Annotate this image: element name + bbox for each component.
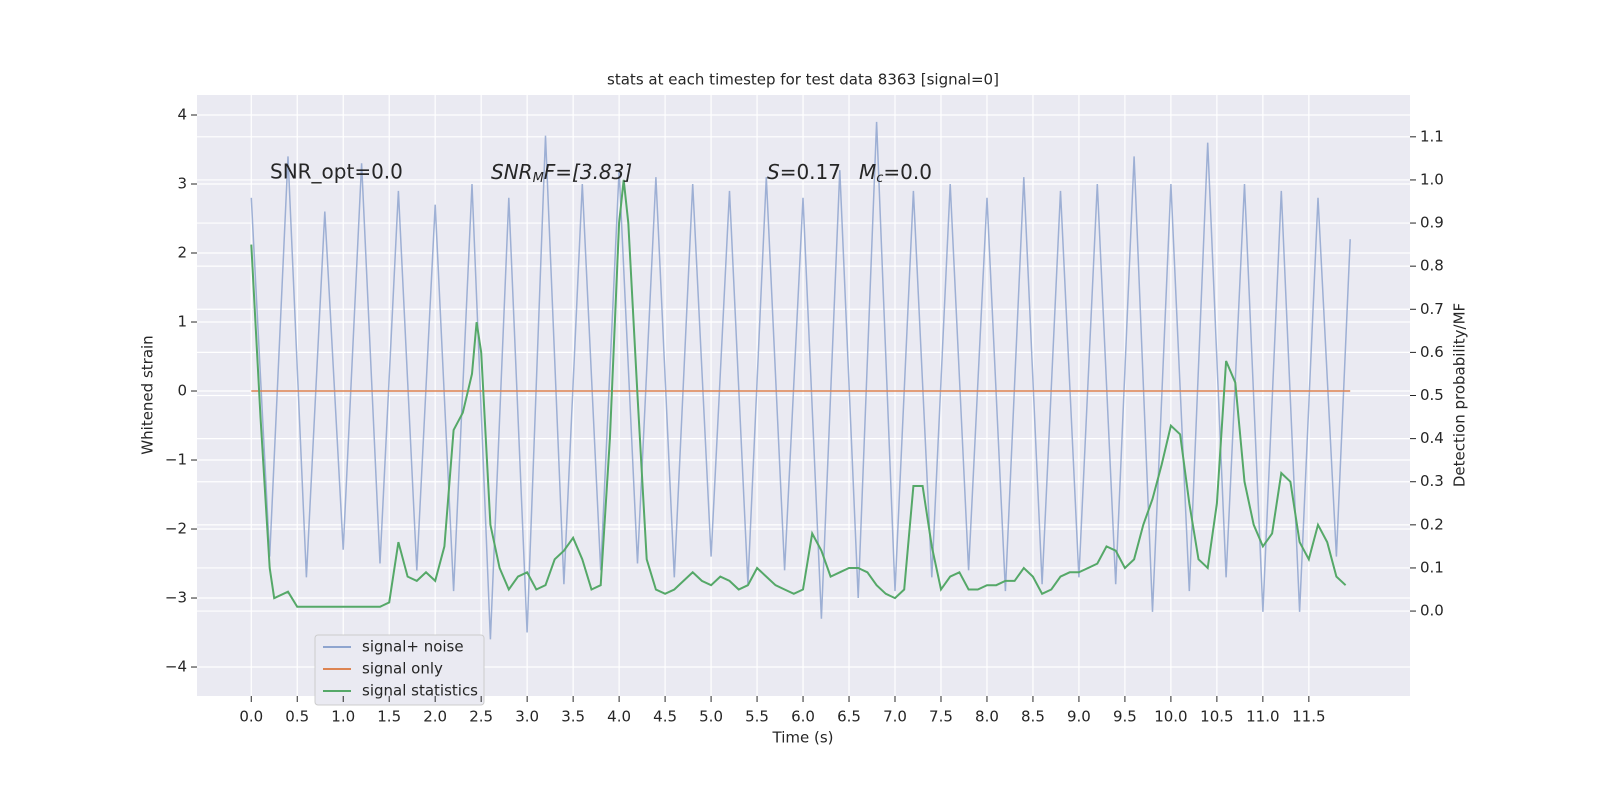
y-tick-label: −2	[165, 520, 187, 538]
x-tick-label: 3.5	[561, 708, 585, 726]
x-axis-label: Time (s)	[772, 729, 834, 747]
x-tick-label: 8.5	[1021, 708, 1045, 726]
y2-tick-label: 1.0	[1420, 170, 1444, 188]
x-tick-label: 8.0	[975, 708, 999, 726]
x-tick-label: 1.0	[331, 708, 355, 726]
x-tick-label: 1.5	[377, 708, 401, 726]
y2-tick-label: 0.7	[1420, 300, 1444, 318]
y-tick-label: 0	[177, 382, 187, 400]
x-tick-label: 5.5	[745, 708, 769, 726]
x-tick-label: 10.0	[1154, 708, 1187, 726]
x-tick-label: 9.5	[1113, 708, 1137, 726]
series-line	[250, 179, 1347, 608]
chart-title: stats at each timestep for test data 836…	[607, 71, 999, 89]
annotation-part: =0.17	[780, 160, 841, 184]
y2-axis-label: Detection probability/MF	[1451, 303, 1469, 487]
marks	[250, 121, 1351, 640]
y-tick-label: −3	[165, 589, 187, 607]
legend-box	[314, 634, 485, 706]
x-tick-label: 4.5	[653, 708, 677, 726]
y-tick-label: −4	[165, 658, 187, 676]
y2-tick-label: 0.2	[1420, 515, 1444, 533]
y2-tick-label: 1.1	[1420, 127, 1444, 145]
y2-tick-label: 0.1	[1420, 558, 1444, 576]
x-tick-label: 7.5	[929, 708, 953, 726]
legend-label: signal only	[362, 660, 443, 678]
legend-label: signal+ noise	[362, 638, 464, 656]
annotation-part: M	[533, 171, 544, 186]
y-tick-label: 1	[177, 313, 187, 331]
x-tick-label: 11.0	[1246, 708, 1279, 726]
series-line	[250, 121, 1351, 640]
y2-tick-label: 0.0	[1420, 602, 1444, 620]
y-tick-label: 2	[177, 244, 187, 262]
y2-tick-label: 0.3	[1420, 472, 1444, 490]
x-tick-label: 6.5	[837, 708, 861, 726]
annotation: SNRMF=[3.83]	[491, 160, 632, 186]
legend-label: signal statistics	[362, 682, 478, 700]
x-tick-label: 3.0	[515, 708, 539, 726]
annotation-part: F=[3.83]	[544, 160, 632, 184]
annotation: S=0.17 Mc=0.0	[767, 160, 932, 186]
x-tick-label: 5.0	[699, 708, 723, 726]
x-tick-label: 2.0	[423, 708, 447, 726]
x-tick-label: 6.0	[791, 708, 815, 726]
y-tick-label: 3	[177, 175, 187, 193]
y2-tick-label: 0.4	[1420, 429, 1444, 447]
y2-tick-label: 0.8	[1420, 257, 1444, 275]
y2-tick-label: 0.9	[1420, 214, 1444, 232]
annotation-part: SNR	[491, 160, 533, 184]
y2-tick-label: 0.6	[1420, 343, 1444, 361]
legend: signal+ noise signal only signal statistic…	[314, 634, 485, 706]
y-tick-label: 4	[177, 106, 187, 124]
x-tick-label: 0.5	[285, 708, 309, 726]
y-tick-label: −1	[165, 451, 187, 469]
x-tick-label: 9.0	[1067, 708, 1091, 726]
annotation: SNR_opt=0.0	[270, 160, 403, 184]
x-tick-label: 2.5	[469, 708, 493, 726]
annotation-part: =0.0	[883, 160, 932, 184]
x-tick-label: 11.5	[1292, 708, 1325, 726]
annotation-part: c	[876, 171, 883, 186]
x-tick-label: 10.5	[1200, 708, 1233, 726]
y-axis-label: Whitened strain	[139, 335, 157, 454]
annotation-part: M	[859, 160, 876, 184]
x-tick-label: 7.0	[883, 708, 907, 726]
y2-tick-label: 0.5	[1420, 386, 1444, 404]
x-tick-label: 0.0	[239, 708, 263, 726]
x-tick-label: 4.0	[607, 708, 631, 726]
annotation-part: S	[767, 160, 780, 184]
